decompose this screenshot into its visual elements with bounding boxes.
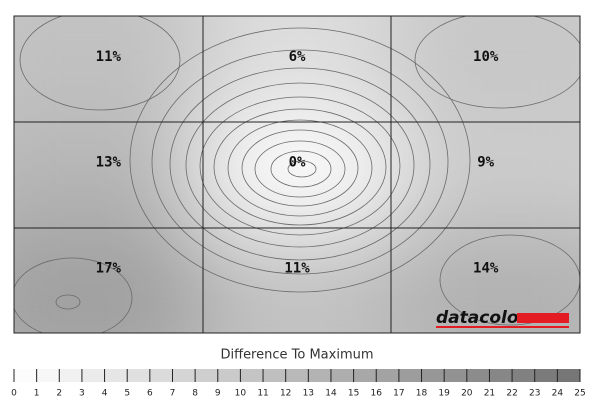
- legend-tick-label: 9: [215, 389, 221, 399]
- legend-swatch: [263, 369, 286, 382]
- legend-swatch: [398, 369, 422, 382]
- cell-label: 9%: [477, 155, 494, 171]
- legend-tick-label: 4: [102, 389, 108, 399]
- legend-tick-label: 20: [461, 389, 473, 399]
- legend-tick-label: 16: [371, 389, 383, 399]
- cell-label: 10%: [473, 49, 499, 65]
- logo: datacolor: [436, 308, 529, 328]
- legend-tick-label: 12: [280, 389, 291, 399]
- legend-tick-label: 7: [170, 389, 176, 399]
- legend-swatch: [217, 369, 241, 382]
- legend-tick-label: 6: [147, 389, 153, 399]
- cell-label: 14%: [473, 260, 499, 276]
- legend-swatch: [240, 369, 264, 382]
- legend-tick-label: 5: [124, 389, 130, 399]
- cell-grid: [14, 16, 580, 333]
- plot-border: [13, 15, 581, 334]
- legend-tick-label: 3: [79, 389, 85, 399]
- cell: [202, 16, 392, 122]
- legend-tick-label: 24: [552, 389, 564, 399]
- legend-swatch: [127, 369, 150, 382]
- legend-tick-label: 14: [325, 389, 337, 399]
- logo-underline: [436, 326, 569, 328]
- legend-title: Difference To Maximum: [220, 348, 373, 363]
- legend-swatch: [489, 369, 513, 382]
- legend-tick-label: 13: [303, 389, 314, 399]
- legend-tick-label: 23: [529, 389, 540, 399]
- cell-label: 13%: [96, 155, 122, 171]
- legend-swatch: [81, 369, 105, 382]
- legend-tick-label: 22: [506, 389, 517, 399]
- legend-tick-label: 19: [438, 389, 450, 399]
- legend-swatch: [172, 369, 196, 382]
- legend-swatch: [557, 369, 580, 382]
- cell: [202, 227, 392, 333]
- legend-swatch: [353, 369, 377, 382]
- legend-tick-label: 2: [56, 389, 62, 399]
- legend-tick-label: 18: [416, 389, 428, 399]
- logo-bar: [517, 313, 569, 323]
- cell: [202, 121, 392, 228]
- legend-tick-label: 10: [235, 389, 247, 399]
- legend-tick-label: 17: [393, 389, 404, 399]
- legend-swatch: [308, 369, 331, 382]
- cell: [14, 121, 203, 228]
- legend-swatch: [285, 369, 309, 382]
- legend-tick-label: 11: [257, 389, 268, 399]
- legend-swatch: [376, 369, 399, 382]
- legend-tick-label: 8: [192, 389, 198, 399]
- legend-swatch: [466, 369, 490, 382]
- legend-tick-label: 21: [484, 389, 495, 399]
- legend-tick-label: 25: [574, 389, 585, 399]
- cell-label: 6%: [289, 49, 306, 65]
- cell: [14, 227, 203, 333]
- legend-swatch: [149, 369, 173, 382]
- cell: [14, 16, 203, 122]
- legend-swatch: [195, 369, 218, 382]
- legend-swatch: [330, 369, 354, 382]
- legend-swatch: [14, 369, 37, 382]
- cell-label: 11%: [96, 49, 122, 65]
- cell-label: 11%: [284, 260, 310, 276]
- legend-swatch: [512, 369, 535, 382]
- legend-swatch: [534, 369, 558, 382]
- cell-label: 17%: [96, 260, 122, 276]
- legend-swatch: [421, 369, 445, 382]
- legend-swatch: [104, 369, 128, 382]
- legend-tick-label: 1: [34, 389, 40, 399]
- contours: [14, 16, 580, 333]
- legend-swatch: [444, 369, 467, 382]
- legend-tick-label: 15: [348, 389, 359, 399]
- cell: [391, 121, 580, 228]
- legend-swatch: [36, 369, 60, 382]
- legend-tick-label: 0: [11, 389, 17, 399]
- cell-label: 0%: [289, 155, 306, 171]
- legend-swatch: [59, 369, 82, 382]
